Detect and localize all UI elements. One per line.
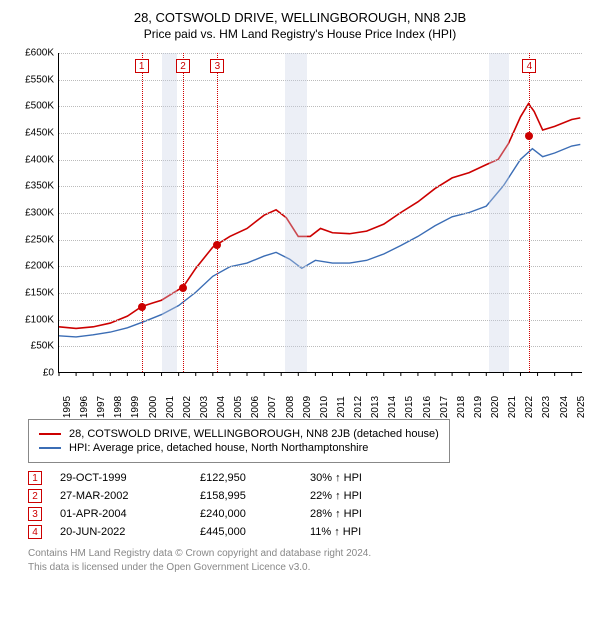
x-tick-label: 2006: [250, 396, 252, 418]
y-tick-label: £500K: [25, 101, 54, 112]
legend-swatch: [39, 433, 61, 435]
x-tick-label: 2010: [319, 396, 321, 418]
transaction-row: 4 20-JUN-2022£445,00011% ↑ HPI: [28, 525, 588, 539]
plot-area: 1 2 3 4: [58, 53, 582, 373]
y-tick-label: £600K: [25, 48, 54, 59]
transaction-pct: 11% ↑ HPI: [310, 526, 420, 538]
transaction-marker-box: 4: [28, 525, 42, 539]
chart-title: 28, COTSWOLD DRIVE, WELLINGBOROUGH, NN8 …: [12, 10, 588, 25]
legend-item: HPI: Average price, detached house, Nort…: [39, 442, 439, 454]
transaction-date: 29-OCT-1999: [60, 472, 200, 484]
y-tick-label: £200K: [25, 261, 54, 272]
event-marker-box: 2: [176, 59, 190, 73]
transaction-price: £158,995: [200, 490, 310, 502]
legend-swatch: [39, 447, 61, 449]
transaction-pct: 30% ↑ HPI: [310, 472, 420, 484]
x-tick-label: 2017: [439, 396, 441, 418]
x-tick-label: 2001: [165, 396, 167, 418]
event-marker-box: 4: [522, 59, 536, 73]
x-tick-label: 1998: [113, 396, 115, 418]
y-tick-label: £550K: [25, 74, 54, 85]
x-tick-label: 2025: [576, 396, 578, 418]
sale-point: [525, 132, 533, 140]
x-tick-label: 2003: [199, 396, 201, 418]
event-marker-box: 3: [210, 59, 224, 73]
x-tick-label: 2013: [370, 396, 372, 418]
transaction-price: £122,950: [200, 472, 310, 484]
event-line: [142, 53, 143, 372]
legend-label: 28, COTSWOLD DRIVE, WELLINGBOROUGH, NN8 …: [69, 428, 439, 440]
x-tick-label: 2014: [387, 396, 389, 418]
x-tick-label: 2007: [267, 396, 269, 418]
x-tick-label: 2018: [456, 396, 458, 418]
transaction-row: 2 27-MAR-2002£158,99522% ↑ HPI: [28, 489, 588, 503]
transaction-row: 1 29-OCT-1999£122,95030% ↑ HPI: [28, 471, 588, 485]
transaction-row: 3 01-APR-2004£240,00028% ↑ HPI: [28, 507, 588, 521]
event-line: [183, 53, 184, 372]
transaction-marker-box: 1: [28, 471, 42, 485]
transaction-marker-box: 3: [28, 507, 42, 521]
transaction-pct: 28% ↑ HPI: [310, 508, 420, 520]
event-line: [529, 53, 530, 372]
sale-point: [213, 241, 221, 249]
legend-label: HPI: Average price, detached house, Nort…: [69, 442, 368, 454]
footer-attribution: Contains HM Land Registry data © Crown c…: [28, 547, 588, 574]
x-tick-label: 2021: [507, 396, 509, 418]
transaction-marker-box: 2: [28, 489, 42, 503]
y-tick-label: £450K: [25, 128, 54, 139]
y-tick-label: £400K: [25, 154, 54, 165]
y-tick-label: £250K: [25, 234, 54, 245]
y-tick-label: £150K: [25, 288, 54, 299]
x-tick-label: 2019: [473, 396, 475, 418]
x-tick-label: 1997: [96, 396, 98, 418]
y-axis: £0 £50K £100K £150K £200K £250K £300K £350K £400…: [12, 49, 56, 409]
figure-container: 28, COTSWOLD DRIVE, WELLINGBOROUGH, NN8 …: [0, 0, 600, 586]
x-tick-label: 2022: [524, 396, 526, 418]
chart-area: £0 £50K £100K £150K £200K £250K £300K £350K £400…: [12, 49, 588, 409]
y-tick-label: £300K: [25, 208, 54, 219]
legend-item: 28, COTSWOLD DRIVE, WELLINGBOROUGH, NN8 …: [39, 428, 439, 440]
x-tick-label: 2023: [541, 396, 543, 418]
transaction-price: £240,000: [200, 508, 310, 520]
recession-band: [489, 53, 510, 372]
x-tick-label: 2005: [233, 396, 235, 418]
event-line: [217, 53, 218, 372]
transaction-pct: 22% ↑ HPI: [310, 490, 420, 502]
transaction-date: 27-MAR-2002: [60, 490, 200, 502]
sale-point: [138, 303, 146, 311]
y-tick-label: £100K: [25, 314, 54, 325]
x-tick-label: 1995: [62, 396, 64, 418]
x-tick-label: 2004: [216, 396, 218, 418]
x-tick-label: 2000: [148, 396, 150, 418]
x-tick-label: 1996: [79, 396, 81, 418]
x-axis: 1995199619971998199920002001200220032004…: [58, 379, 582, 409]
transaction-date: 01-APR-2004: [60, 508, 200, 520]
y-tick-label: £0: [43, 368, 54, 379]
y-tick-label: £50K: [31, 341, 54, 352]
x-tick-label: 1999: [130, 396, 132, 418]
x-tick-label: 2012: [353, 396, 355, 418]
x-tick-label: 2011: [336, 396, 338, 418]
transaction-price: £445,000: [200, 526, 310, 538]
transactions-table: 1 29-OCT-1999£122,95030% ↑ HPI 2 27-MAR-200…: [28, 471, 588, 539]
event-marker-box: 1: [135, 59, 149, 73]
y-tick-label: £350K: [25, 181, 54, 192]
footer-line-2: This data is licensed under the Open Gov…: [28, 561, 588, 575]
x-tick-label: 2008: [285, 396, 287, 418]
chart-subtitle: Price paid vs. HM Land Registry's House …: [12, 27, 588, 41]
x-tick-label: 2009: [302, 396, 304, 418]
x-tick-label: 2020: [490, 396, 492, 418]
x-tick-label: 2002: [182, 396, 184, 418]
x-tick-label: 2015: [404, 396, 406, 418]
legend: 28, COTSWOLD DRIVE, WELLINGBOROUGH, NN8 …: [28, 419, 450, 463]
x-tick-label: 2016: [422, 396, 424, 418]
recession-band: [285, 53, 307, 372]
x-tick-label: 2024: [559, 396, 561, 418]
recession-band: [162, 53, 177, 372]
sale-point: [179, 284, 187, 292]
transaction-date: 20-JUN-2022: [60, 526, 200, 538]
footer-line-1: Contains HM Land Registry data © Crown c…: [28, 547, 588, 561]
